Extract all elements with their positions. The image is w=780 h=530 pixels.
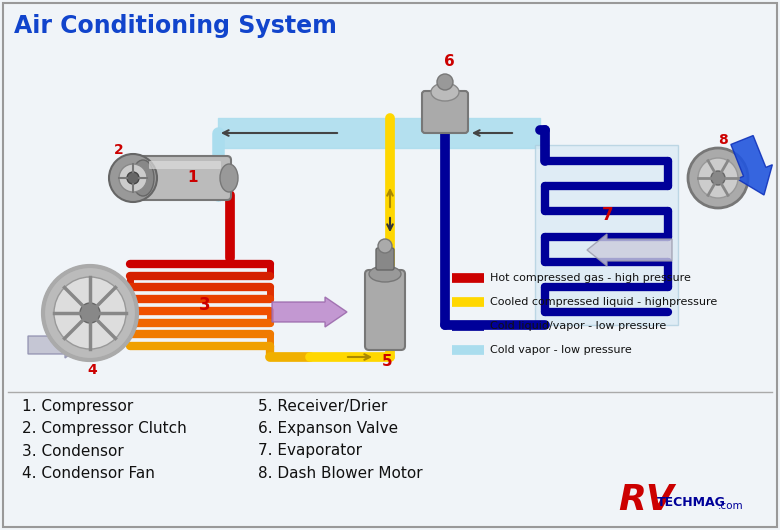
Text: TECHMAG: TECHMAG	[657, 496, 726, 508]
Circle shape	[698, 158, 738, 198]
FancyBboxPatch shape	[535, 145, 678, 325]
FancyBboxPatch shape	[3, 3, 777, 527]
Text: 3. Condensor: 3. Condensor	[22, 444, 124, 458]
Text: RV: RV	[618, 483, 674, 517]
Ellipse shape	[431, 83, 459, 101]
FancyArrow shape	[28, 332, 83, 358]
Text: 8. Dash Blower Motor: 8. Dash Blower Motor	[258, 465, 423, 481]
Text: 4. Condensor Fan: 4. Condensor Fan	[22, 465, 155, 481]
Text: Cooled compressed liquid - highpressure: Cooled compressed liquid - highpressure	[490, 297, 718, 307]
Circle shape	[43, 266, 137, 360]
Text: 3: 3	[199, 296, 211, 314]
Circle shape	[80, 303, 100, 323]
Circle shape	[54, 277, 126, 349]
FancyBboxPatch shape	[149, 161, 221, 169]
Text: 1. Compressor: 1. Compressor	[22, 400, 133, 414]
Circle shape	[119, 164, 147, 192]
Text: 7. Evaporator: 7. Evaporator	[258, 444, 362, 458]
FancyArrow shape	[587, 234, 672, 266]
FancyBboxPatch shape	[376, 248, 394, 270]
FancyBboxPatch shape	[365, 270, 405, 350]
Text: 6: 6	[444, 55, 455, 69]
FancyArrow shape	[731, 136, 772, 195]
Circle shape	[711, 171, 725, 185]
Text: Cold vapor - low pressure: Cold vapor - low pressure	[490, 345, 632, 355]
Text: 6. Expanson Valve: 6. Expanson Valve	[258, 421, 398, 437]
Text: Hot compressed gas - high pressure: Hot compressed gas - high pressure	[490, 273, 691, 283]
Text: 4: 4	[87, 363, 97, 377]
Ellipse shape	[132, 160, 154, 196]
Text: 2: 2	[114, 143, 124, 157]
Circle shape	[688, 148, 748, 208]
Text: .com: .com	[718, 501, 743, 511]
FancyArrow shape	[272, 297, 347, 327]
Text: 5: 5	[381, 355, 392, 369]
Text: 2. Compressor Clutch: 2. Compressor Clutch	[22, 421, 186, 437]
Text: Cold liquid/vapor - low pressure: Cold liquid/vapor - low pressure	[490, 321, 666, 331]
Circle shape	[127, 172, 139, 184]
Circle shape	[109, 154, 157, 202]
FancyBboxPatch shape	[139, 156, 231, 200]
Text: 1: 1	[188, 171, 198, 185]
Ellipse shape	[369, 266, 401, 282]
Circle shape	[378, 239, 392, 253]
Text: 5. Receiver/Drier: 5. Receiver/Drier	[258, 400, 388, 414]
Ellipse shape	[220, 164, 238, 192]
Text: 7: 7	[602, 206, 614, 224]
Circle shape	[437, 74, 453, 90]
FancyBboxPatch shape	[422, 91, 468, 133]
Text: 8: 8	[718, 133, 728, 147]
Text: Air Conditioning System: Air Conditioning System	[14, 14, 337, 38]
